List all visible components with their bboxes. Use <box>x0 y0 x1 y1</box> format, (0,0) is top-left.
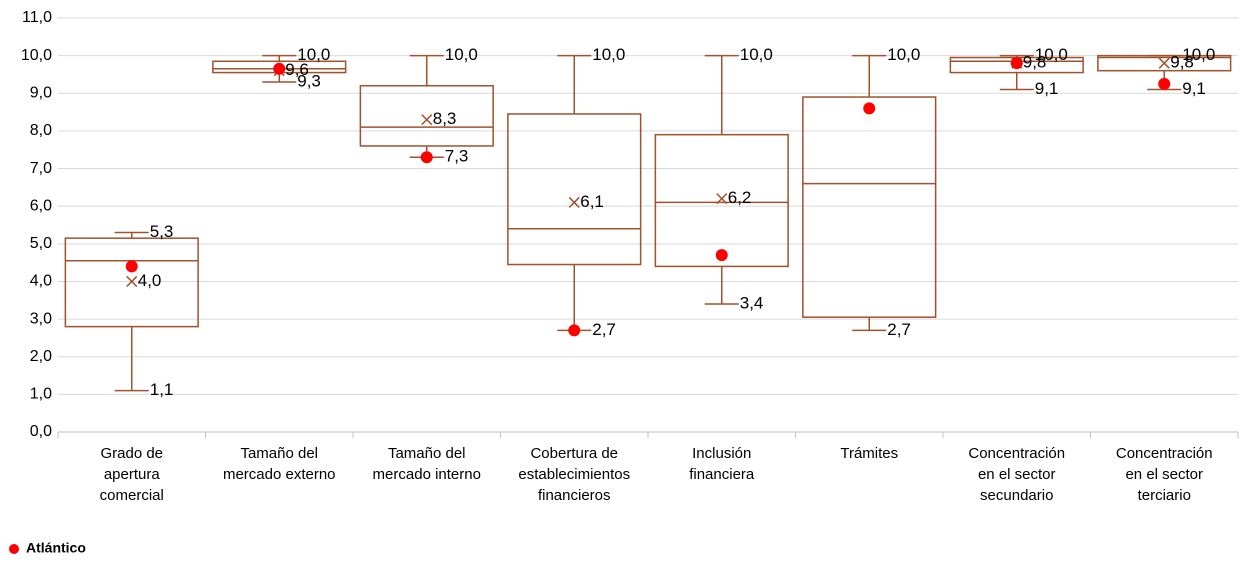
x-tick-label: Trámites <box>840 445 898 462</box>
mean-marker <box>1158 57 1170 69</box>
mean-marker <box>421 114 433 126</box>
y-tick-label: 3,0 <box>30 310 52 327</box>
mean-label: 6,2 <box>728 188 752 207</box>
x-tick-label: en el sector <box>978 466 1056 483</box>
box-group: 10,0 9,1 9,8 <box>949 45 1084 98</box>
mean-marker <box>126 275 138 287</box>
box-group: 5,3 1,1 4,0 <box>64 222 199 399</box>
x-tick-label: secundario <box>980 487 1053 504</box>
atlantico-dot <box>273 62 286 75</box>
y-tick-label: 0,0 <box>30 423 52 440</box>
box <box>1097 54 1232 72</box>
min-label: 9,1 <box>1182 79 1206 98</box>
atlantico-dot <box>125 260 138 273</box>
x-tick-label: comercial <box>100 487 164 504</box>
box-group: 10,0 7,3 8,3 <box>359 45 494 166</box>
max-label: 10,0 <box>887 45 920 64</box>
atlantico-dot <box>1158 77 1171 90</box>
x-tick-label: Tamaño del <box>388 445 466 462</box>
mean-label: 9,6 <box>285 60 309 79</box>
atlantico-dot <box>1010 57 1023 70</box>
box <box>507 113 642 266</box>
x-tick-label: establecimientos <box>518 466 630 483</box>
y-tick-label: 2,0 <box>30 348 52 365</box>
mean-label: 9,8 <box>1023 53 1047 72</box>
atlantico-dot <box>420 151 433 164</box>
x-tick-label: Concentración <box>968 445 1065 462</box>
x-tick-label: financieros <box>538 487 611 504</box>
min-label: 7,3 <box>445 147 469 166</box>
mean-label: 6,1 <box>580 192 604 211</box>
mean-label: 4,0 <box>138 271 162 290</box>
x-tick-label: en el sector <box>1125 466 1203 483</box>
mean-marker <box>716 193 728 205</box>
atlantico-dot <box>715 249 728 262</box>
box <box>654 133 789 268</box>
x-tick-label: financiera <box>689 466 755 483</box>
max-label: 10,0 <box>1035 45 1068 64</box>
x-tick-label: Inclusión <box>692 445 751 462</box>
box-group: 10,0 2,7 <box>802 45 937 339</box>
y-tick-label: 5,0 <box>30 235 52 252</box>
mean-label: 9,8 <box>1170 53 1194 72</box>
x-tick-label: mercado externo <box>223 466 336 483</box>
box-group: 10,0 9,39,6 <box>212 45 347 90</box>
min-label: 2,7 <box>592 320 616 339</box>
box <box>359 84 494 147</box>
legend-label: Atlántico <box>26 540 86 556</box>
max-label: 10,0 <box>297 45 330 64</box>
y-tick-label: 11,0 <box>22 9 52 26</box>
x-tick-label: Concentración <box>1116 445 1213 462</box>
x-tick-label: terciario <box>1138 487 1191 504</box>
x-tick-label: mercado interno <box>373 466 481 483</box>
y-tick-label: 7,0 <box>30 160 52 177</box>
y-tick-label: 4,0 <box>30 273 52 290</box>
box-group: 10,0 9,1 9,8 <box>1097 45 1232 98</box>
box <box>802 96 937 318</box>
min-label: 9,3 <box>297 71 321 90</box>
min-label: 1,1 <box>150 380 174 399</box>
x-tick-label: apertura <box>104 466 161 483</box>
box <box>64 237 199 328</box>
min-label: 2,7 <box>887 320 911 339</box>
legend-marker <box>9 544 19 554</box>
y-tick-label: 8,0 <box>30 122 52 139</box>
max-label: 10,0 <box>592 45 625 64</box>
box-group: 10,0 3,4 6,2 <box>654 45 789 313</box>
min-label: 9,1 <box>1035 79 1059 98</box>
x-tick-label: Cobertura de <box>530 445 618 462</box>
box-group: 10,0 2,7 6,1 <box>507 45 642 339</box>
y-tick-label: 6,0 <box>30 197 52 214</box>
max-label: 10,0 <box>445 45 478 64</box>
y-tick-label: 9,0 <box>30 84 52 101</box>
atlantico-dot <box>568 324 581 337</box>
min-label: 3,4 <box>740 294 764 313</box>
y-tick-label: 10,0 <box>21 47 52 64</box>
mean-label: 8,3 <box>433 109 457 128</box>
x-tick-label: Grado de <box>100 445 163 462</box>
mean-marker <box>568 196 580 208</box>
max-label: 10,0 <box>740 45 773 64</box>
atlantico-dot <box>863 102 876 115</box>
y-tick-label: 1,0 <box>30 386 52 403</box>
max-label: 5,3 <box>150 222 174 241</box>
x-tick-label: Tamaño del <box>240 445 318 462</box>
max-label: 10,0 <box>1182 45 1215 64</box>
